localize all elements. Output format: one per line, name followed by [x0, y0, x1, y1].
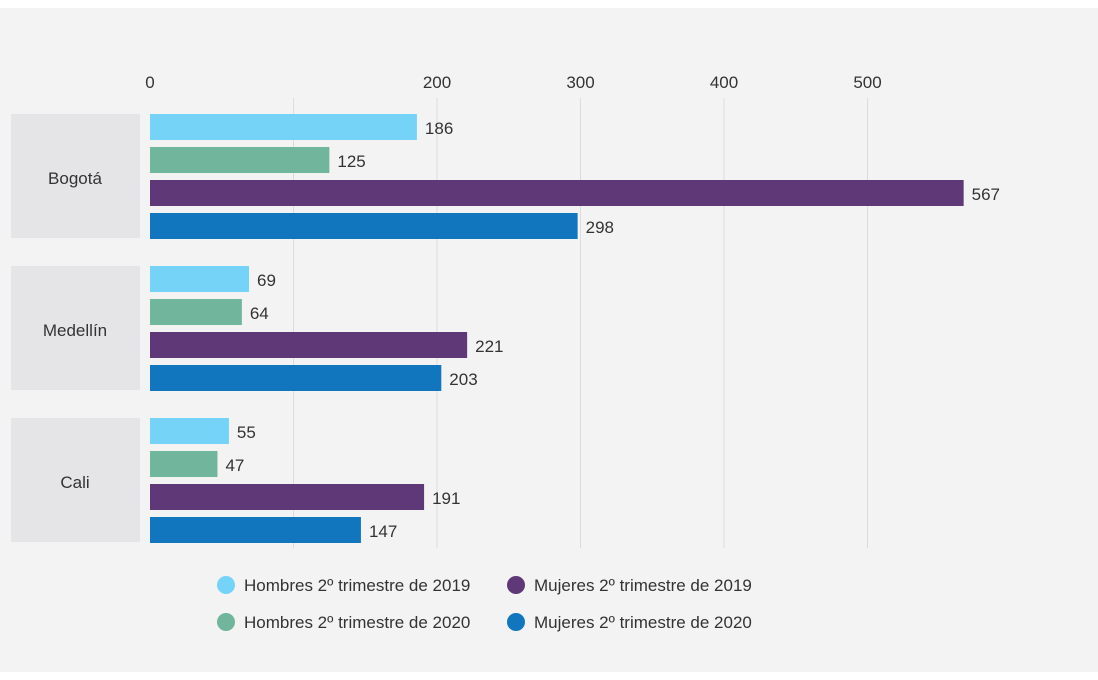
- bar: [150, 418, 229, 444]
- x-tick-label: 0: [145, 73, 154, 92]
- data-label: 191: [432, 489, 460, 508]
- category-label: Cali: [60, 473, 89, 492]
- bar: [150, 484, 425, 510]
- category-band: [11, 266, 140, 390]
- x-tick-label: 400: [710, 73, 738, 92]
- bar: [150, 299, 242, 325]
- bar: [150, 180, 964, 206]
- chart-panel: 0 200 300 400 500 Bogotá 186 125 567 298 Medellín 6…: [0, 8, 1098, 672]
- data-label: 221: [475, 337, 503, 356]
- data-label: 567: [972, 185, 1000, 204]
- bar: [150, 213, 578, 239]
- legend-swatch: [507, 576, 525, 594]
- legend-label: Hombres 2º trimestre de 2019: [244, 576, 470, 595]
- bar: [150, 517, 361, 543]
- category-label: Medellín: [43, 321, 107, 340]
- legend-swatch: [217, 613, 235, 631]
- category-label: Bogotá: [48, 169, 102, 188]
- legend-swatch: [507, 613, 525, 631]
- x-tick-label: 500: [853, 73, 881, 92]
- data-label: 203: [449, 370, 477, 389]
- category-band: [11, 418, 140, 542]
- data-label: 298: [586, 218, 614, 237]
- data-label: 186: [425, 119, 453, 138]
- data-label: 64: [250, 304, 269, 323]
- data-label: 147: [369, 522, 397, 541]
- bar: [150, 266, 250, 292]
- bar: [150, 365, 442, 391]
- legend-label: Mujeres 2º trimestre de 2019: [534, 576, 752, 595]
- legend-label: Hombres 2º trimestre de 2020: [244, 613, 470, 632]
- data-label: 125: [337, 152, 365, 171]
- bar: [150, 332, 468, 358]
- x-tick-label: 200: [423, 73, 451, 92]
- legend-swatch: [217, 576, 235, 594]
- category-band: [11, 114, 140, 238]
- legend-label: Mujeres 2º trimestre de 2020: [534, 613, 752, 632]
- bar: [150, 147, 330, 173]
- bar-chart: 0 200 300 400 500 Bogotá 186 125 567 298 Medellín 6…: [11, 73, 1000, 632]
- data-label: 55: [237, 423, 256, 442]
- bar: [150, 451, 218, 477]
- data-label: 47: [225, 456, 244, 475]
- x-tick-label: 300: [566, 73, 594, 92]
- bar: [150, 114, 417, 140]
- data-label: 69: [257, 271, 276, 290]
